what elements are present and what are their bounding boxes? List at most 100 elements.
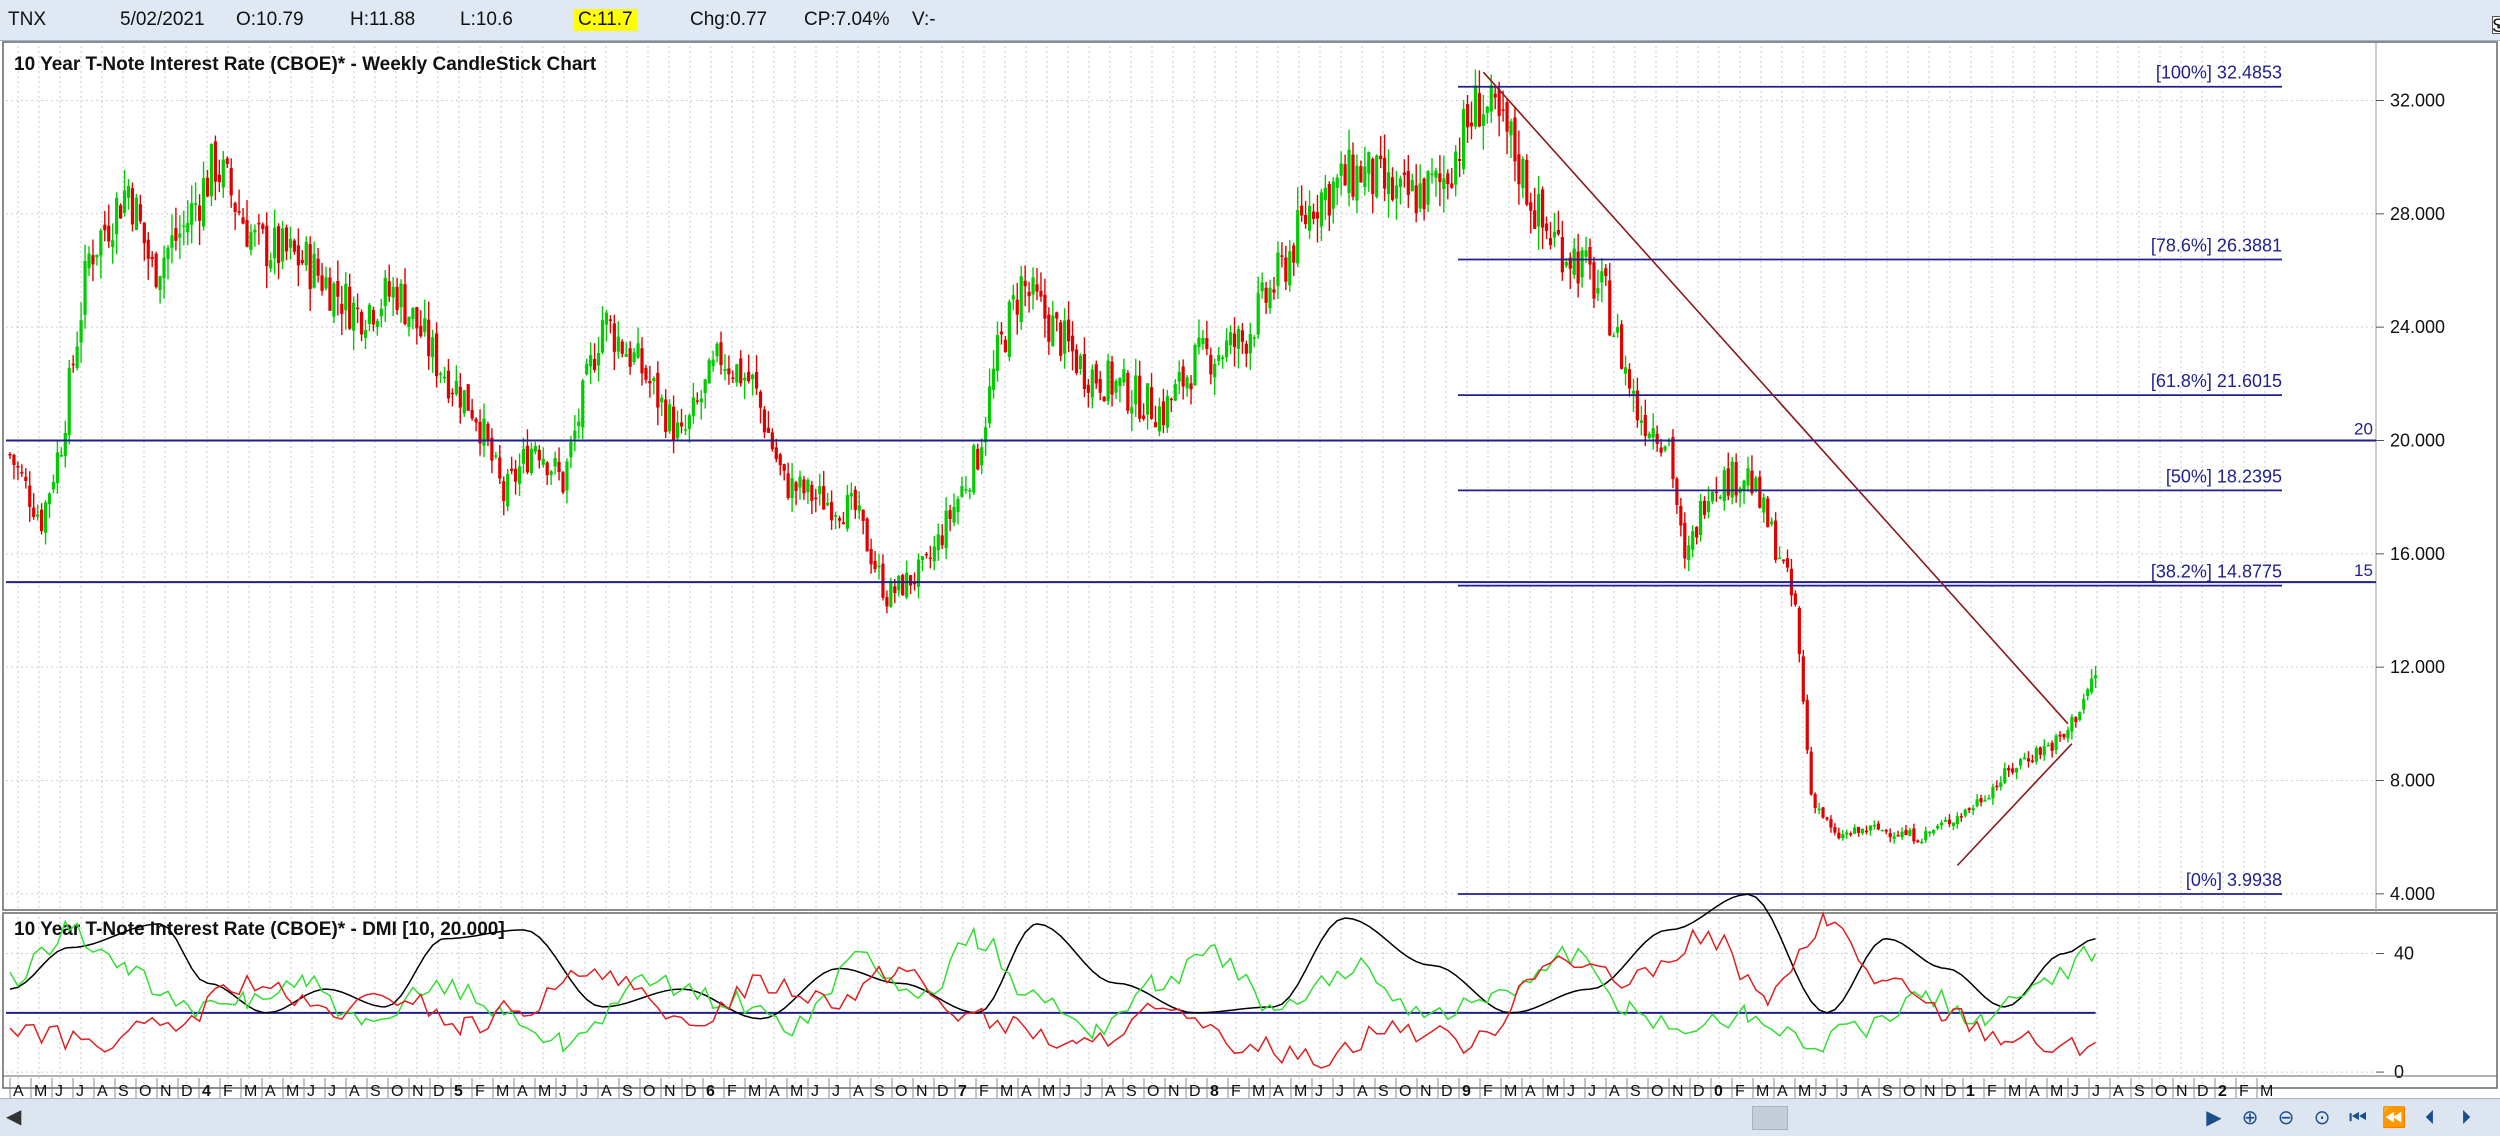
candle-body (1074, 349, 1079, 374)
candle-body (1683, 522, 1687, 559)
candle-body (715, 343, 719, 357)
x-tick-label: N (1168, 1083, 1180, 1098)
x-tick-label: A (349, 1083, 360, 1098)
x-tick-label: D (1945, 1083, 1957, 1098)
x-tick-label: J (1819, 1083, 1827, 1098)
candle-body (2086, 689, 2090, 697)
x-tick-label: A (97, 1083, 108, 1098)
candle-body (814, 497, 818, 500)
trend-line[interactable] (1956, 743, 2073, 867)
candle-body (1884, 829, 1888, 832)
fib-level-label: [61.8%] 21.6015 (2151, 371, 2282, 391)
candle-body (905, 572, 909, 598)
zoom-out-icon[interactable]: ⊖ (2277, 1105, 2295, 1129)
candle-body (561, 472, 565, 493)
zoom-reset-icon[interactable]: ⊙ (2313, 1105, 2331, 1129)
candle-body (67, 368, 71, 436)
candle-body (336, 281, 340, 297)
candle-body (115, 197, 119, 235)
candle-body (1497, 89, 1501, 117)
candle-body (356, 307, 360, 310)
horizontal-scroll-thumb[interactable] (1752, 1106, 1788, 1130)
last-page-icon[interactable]: ⏵ (2461, 1105, 2471, 1129)
candle-body (545, 462, 549, 476)
x-tick-label: O (1903, 1083, 1915, 1098)
candle-body (1351, 154, 1355, 197)
scroll-right-icon[interactable]: ▶ (2206, 1105, 2222, 1129)
x-tick-label: A (769, 1083, 780, 1098)
candle-body (1920, 841, 1924, 844)
candlestick-panel[interactable]: 4.000 8.000 12.000 16.000 20.000 24.000 28.000… (2, 41, 2498, 1088)
candle-body (466, 384, 470, 411)
candle-body (798, 476, 802, 488)
candle-body (897, 575, 901, 591)
x-tick-label: D (181, 1083, 193, 1098)
show-last-checkbox[interactable]: ✓ (2492, 16, 2500, 34)
candle-body (1323, 187, 1327, 201)
candle-body (1379, 155, 1383, 160)
candle-body (928, 557, 932, 560)
candle-body (818, 486, 822, 495)
candle-body (403, 284, 407, 325)
candle-body (1469, 122, 1474, 127)
x-tick-label: A (1105, 1083, 1116, 1098)
candle-body (557, 461, 561, 473)
candle-body (521, 448, 526, 464)
candle-body (794, 482, 798, 491)
x-tick-label: O (391, 1083, 403, 1098)
next-page-icon[interactable]: ⏴ (2425, 1105, 2435, 1129)
zoom-in-icon[interactable]: ⊕ (2241, 1105, 2259, 1129)
candle-body (1967, 808, 1971, 811)
candle-body (1181, 366, 1185, 387)
x-tick-label: A (2029, 1083, 2040, 1098)
candle-body (99, 230, 103, 256)
trend-line[interactable] (1482, 71, 2069, 725)
candle-body (1110, 361, 1114, 395)
low-value: L:10.6 (460, 9, 513, 30)
candle-body (1762, 497, 1766, 513)
candle-body (833, 515, 838, 517)
candle-body (253, 229, 257, 233)
candle-body (1679, 505, 1683, 526)
candle-body (1248, 334, 1252, 354)
candle-body (387, 281, 391, 297)
candle-body (1663, 446, 1667, 451)
candle-body (415, 307, 419, 329)
candle-body (853, 489, 857, 511)
level-line-label: 15 (2354, 561, 2373, 580)
candle-body (1975, 799, 1979, 807)
candle-body (1864, 830, 1869, 833)
candle-body (419, 325, 423, 337)
candle-body (826, 502, 830, 506)
candle-body (1655, 433, 1659, 444)
prev-page-icon[interactable]: ⏪ (2381, 1105, 2407, 1129)
candle-body (660, 397, 664, 403)
candle-body (1600, 271, 1604, 283)
candle-body (111, 240, 115, 248)
candle-body (284, 227, 289, 252)
first-page-icon[interactable]: ⏮ (2349, 1105, 2367, 1129)
dmi-panel[interactable]: 10 Year T-Note Interest Rate (CBOE)* - D… (2, 893, 2498, 1089)
scroll-left-icon[interactable]: ◀ (6, 1104, 22, 1128)
candle-body (1853, 827, 1857, 834)
x-tick-label: M (1294, 1083, 1307, 1098)
candle-body (1102, 396, 1106, 402)
candle-body (186, 223, 190, 233)
candle-body (1714, 491, 1718, 494)
candle-body (865, 518, 869, 552)
candle-body (1205, 338, 1209, 350)
navigation-bar: ◀ ▶ ⊕ ⊖ ⊙ ⏮ ⏪ ⏴ ⏵ (0, 1098, 2500, 1136)
candle-body (1240, 330, 1244, 342)
candle-body (1051, 315, 1055, 347)
candle-body (747, 371, 751, 382)
candle-body (1529, 202, 1533, 211)
x-tick-label: N (916, 1083, 928, 1098)
candle-body (1734, 462, 1738, 496)
candle-body (1319, 192, 1323, 227)
chart-canvas[interactable]: 4.000 8.000 12.000 16.000 20.000 24.000 28.000… (0, 40, 2500, 1098)
candle-body (363, 330, 368, 338)
candle-body (431, 337, 435, 358)
candle-body (269, 260, 273, 269)
x-tick-label: D (685, 1083, 697, 1098)
